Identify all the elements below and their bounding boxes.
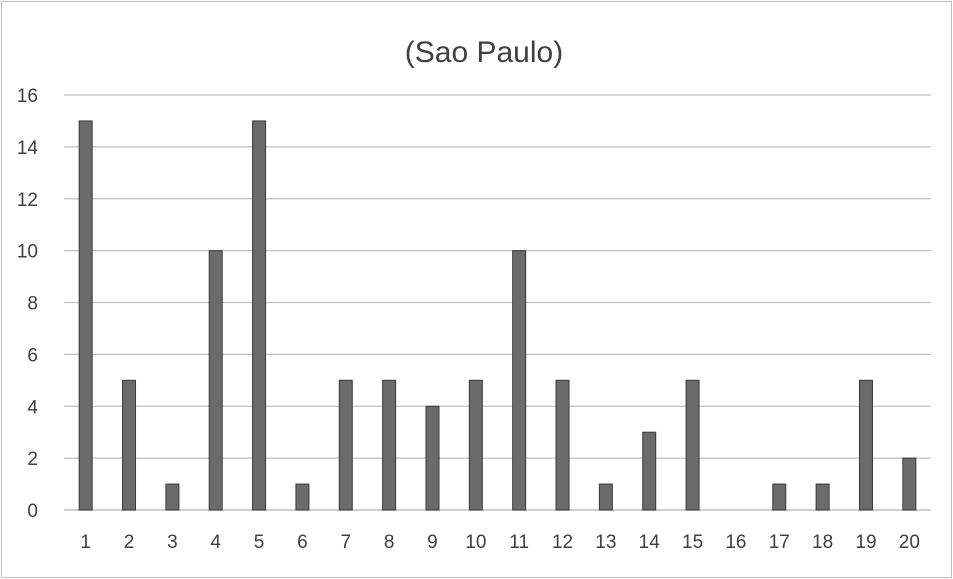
y-tick-label: 2 [27,449,38,470]
x-tick-label: 4 [210,532,221,553]
x-axis-tick-labels: 1 2 3 4 5 6 7 8 9 10 11 12 13 14 15 16 17 18 19 20 [80,532,920,553]
x-tick-label: 19 [855,532,876,553]
bar-2 [122,379,137,511]
x-tick-label: 14 [639,532,661,553]
y-tick-label: 8 [27,294,38,315]
bar-3 [165,483,180,511]
x-tick-label: 11 [509,532,529,553]
bar-19 [858,379,873,511]
bar-4 [208,250,223,511]
bar-20 [902,457,917,511]
x-tick-label: 17 [769,532,790,553]
x-tick-label: 1 [80,532,91,553]
y-tick-label: 12 [17,190,38,211]
bar-5 [252,120,267,511]
x-tick-label: 13 [595,532,616,553]
x-tick-label: 16 [725,532,746,553]
bar-11 [512,250,527,511]
x-tick-label: 8 [384,532,395,553]
bar-8 [382,379,397,511]
bar-7 [338,379,353,511]
x-tick-label: 15 [682,532,703,553]
y-axis-tick-labels: 0 2 4 6 8 10 12 14 16 [17,86,39,522]
bar-14 [642,431,657,511]
y-tick-label: 6 [27,345,38,366]
x-tick-label: 2 [124,532,135,553]
y-tick-label: 4 [27,397,38,418]
y-tick-label: 14 [17,138,39,159]
x-tick-label: 9 [427,532,438,553]
bars [78,120,917,511]
bar-12 [555,379,570,511]
bar-10 [468,379,483,511]
y-tick-label: 10 [17,242,38,263]
bar-15 [685,379,700,511]
x-tick-label: 10 [465,532,486,553]
x-tick-label: 7 [340,532,351,553]
bar-1 [78,120,93,511]
x-tick-label: 20 [899,532,920,553]
x-tick-label: 18 [812,532,833,553]
bar-18 [815,483,830,511]
gridlines [64,94,931,511]
y-tick-label: 0 [27,501,38,522]
x-tick-label: 3 [167,532,178,553]
y-tick-label: 16 [17,86,38,107]
bar-17 [772,483,787,511]
bar-9 [425,405,440,511]
bar-6 [295,483,310,511]
x-tick-label: 5 [254,532,265,553]
x-tick-label: 12 [552,532,573,553]
bar-13 [598,483,613,511]
chart-title: (Sao Paulo) [405,36,563,69]
x-tick-label: 6 [297,532,308,553]
